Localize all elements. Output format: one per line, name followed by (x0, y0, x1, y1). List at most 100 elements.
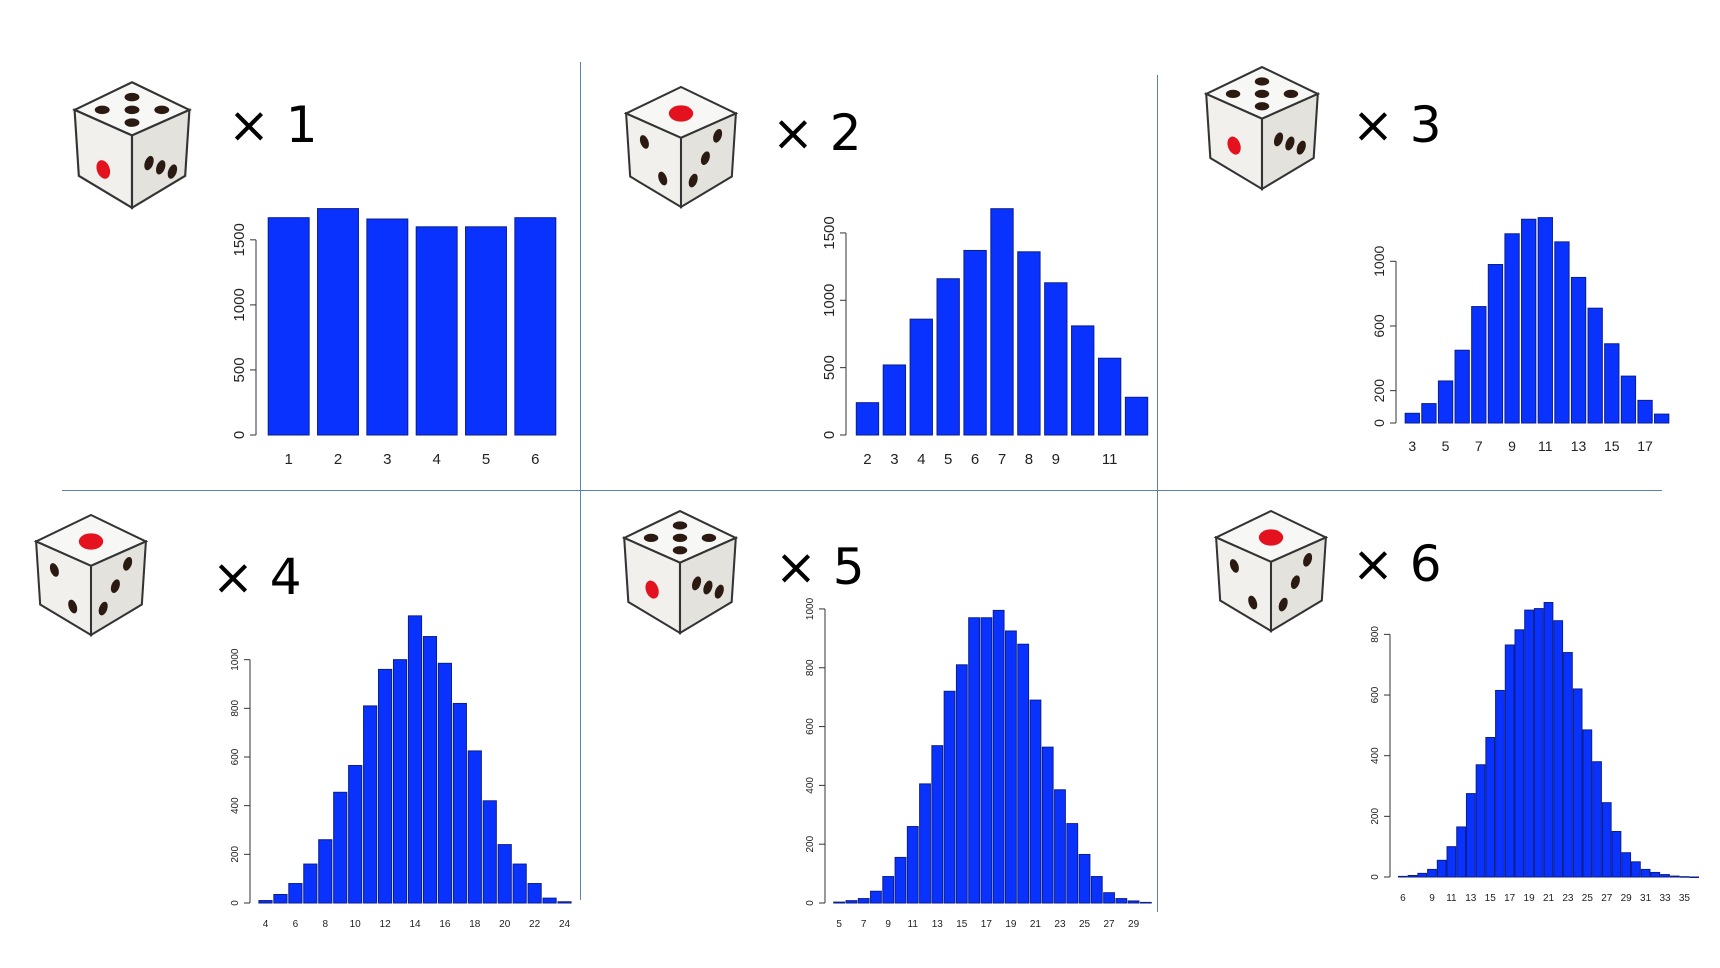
y-tick-label: 0 (231, 431, 248, 439)
bar (963, 249, 987, 436)
bar (870, 890, 882, 904)
divider-vertical-left-bottom (580, 490, 581, 900)
bar (1066, 823, 1079, 904)
bar (378, 668, 393, 904)
multiplier-label: × 6 (1352, 535, 1442, 593)
bar (1572, 688, 1583, 878)
bar (1090, 876, 1103, 904)
bar (452, 702, 467, 904)
bar (1115, 898, 1128, 904)
bar (1554, 241, 1570, 424)
bar (1582, 729, 1593, 878)
bar (258, 900, 273, 904)
x-tick-label: 23 (1054, 919, 1066, 930)
bar (1017, 251, 1041, 436)
bar (407, 615, 423, 904)
bar (1404, 412, 1420, 424)
x-tick-label: 33 (1659, 893, 1671, 904)
bar (1640, 868, 1651, 878)
bar (1071, 325, 1095, 436)
x-tick-label: 5 (1442, 438, 1450, 454)
bar (906, 826, 919, 904)
y-tick-label: 1000 (805, 597, 816, 620)
x-tick-label: 13 (932, 919, 944, 930)
bar (497, 844, 512, 904)
x-tick-label: 18 (469, 919, 481, 930)
bar (1454, 349, 1470, 424)
chart-sum-five-dice: 0 200 400 600 800 1000 5 7 9 11 13 15 17 19 21 23 25 27 29 (805, 597, 1152, 930)
bar (363, 705, 378, 904)
bar (1485, 736, 1496, 878)
y-tick-label: 600 (805, 718, 816, 735)
bar (955, 664, 968, 904)
x-tick-label: 27 (1601, 893, 1613, 904)
bar (1604, 343, 1620, 424)
y-tick-label: 800 (1370, 626, 1381, 643)
bar (943, 690, 956, 904)
bar (415, 226, 458, 436)
x-tick-label: 12 (380, 919, 392, 930)
bar (1689, 876, 1700, 878)
bar (1407, 874, 1418, 878)
bar (1495, 689, 1505, 878)
bar (1471, 306, 1487, 424)
x-tick-label: 10 (350, 919, 362, 930)
multiplier-label: × 4 (212, 548, 302, 606)
multiplier-label: × 5 (775, 538, 865, 596)
bar (1475, 764, 1486, 878)
x-tick-label: 3 (1408, 438, 1416, 454)
bar (1437, 380, 1454, 424)
x-tick-label: 15 (1604, 438, 1620, 454)
x-tick-label: 2 (334, 451, 342, 468)
bar (273, 893, 288, 904)
die-one-red-pip-icon (33, 513, 149, 637)
x-tick-label: 11 (1446, 893, 1457, 904)
bar (1650, 871, 1661, 878)
y-tick-label: 600 (230, 748, 241, 765)
x-tick-label: 4 (917, 451, 925, 468)
divider-horizontal (62, 490, 1662, 491)
bar (990, 208, 1014, 436)
bar (1078, 853, 1091, 904)
x-tick-label: 5 (482, 451, 490, 468)
x-tick-label: 5 (836, 919, 842, 930)
chart-sum-three-dice: 0 200 600 1000 3 5 7 9 11 13 15 17 (1371, 217, 1670, 454)
bar (992, 609, 1005, 904)
bar (968, 617, 980, 904)
divider-vertical-right-bottom (1157, 490, 1158, 912)
divider-vertical-right-top (1157, 75, 1158, 490)
bar (1621, 852, 1632, 878)
die-one-red-pip-icon (72, 81, 192, 210)
chart-sum-two-dice: 0 500 1000 1500 2 3 4 5 6 7 8 9 11 (821, 208, 1149, 468)
bar (1563, 652, 1573, 878)
y-tick-label: 500 (231, 357, 248, 382)
bar (288, 883, 303, 904)
bar (1436, 859, 1447, 878)
x-tick-label: 6 (971, 451, 979, 468)
y-tick-label: 600 (1370, 686, 1381, 703)
bar (467, 750, 482, 904)
x-tick-label: 8 (1025, 451, 1033, 468)
bar (1587, 307, 1603, 424)
x-tick-label: 11 (1102, 451, 1118, 468)
bar (1029, 699, 1042, 904)
x-tick-label: 2 (863, 451, 871, 468)
bar (1127, 900, 1140, 904)
bar (1553, 620, 1564, 878)
x-tick-label: 29 (1128, 919, 1140, 930)
x-tick-label: 27 (1103, 919, 1115, 930)
x-tick-label: 9 (1508, 438, 1516, 454)
bar (1103, 892, 1115, 904)
x-tick-label: 25 (1582, 893, 1594, 904)
bar (557, 901, 572, 904)
bar (1570, 276, 1587, 424)
x-tick-label: 11 (908, 919, 919, 930)
y-tick-label: 200 (1370, 808, 1381, 825)
x-tick-label: 13 (1571, 438, 1587, 454)
bar (1660, 874, 1670, 878)
bar (1054, 789, 1066, 904)
y-tick-label: 0 (821, 431, 838, 439)
x-tick-label: 13 (1465, 893, 1477, 904)
bar (1139, 901, 1152, 904)
y-tick-label: 0 (805, 900, 816, 906)
